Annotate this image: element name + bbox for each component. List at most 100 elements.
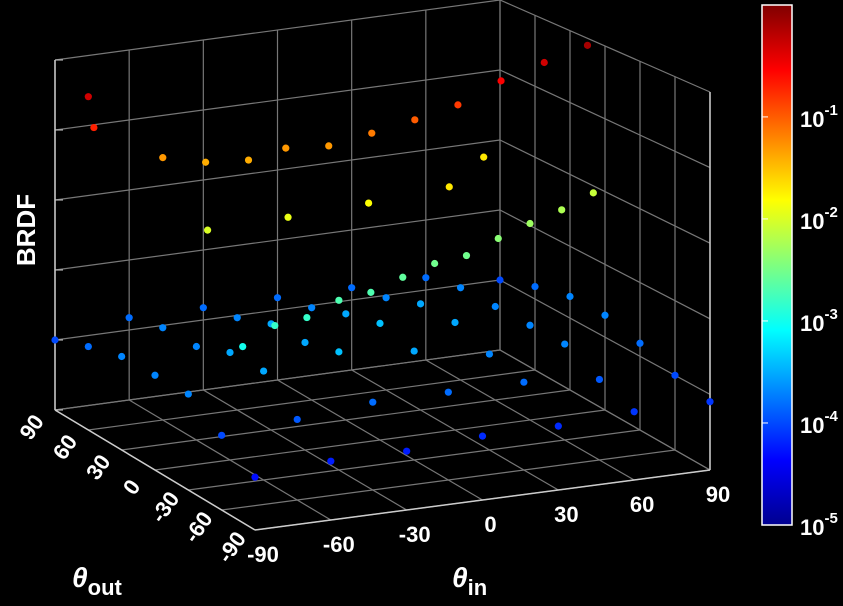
data-point: [367, 288, 375, 296]
data-point: [451, 318, 459, 327]
data-point: [531, 282, 539, 291]
data-point: [335, 296, 343, 304]
back-wall-grid-line: [54, 349, 501, 411]
x-tick-label: 30: [554, 502, 578, 527]
data-point: [422, 274, 430, 282]
data-point: [125, 314, 133, 322]
data-point: [410, 347, 418, 355]
data-point: [273, 294, 282, 302]
data-point: [554, 422, 562, 430]
data-point: [399, 273, 407, 281]
colorbar-tick-label: 10-4: [800, 408, 838, 438]
data-point: [342, 310, 350, 318]
data-point: [84, 342, 92, 351]
data-point: [601, 311, 609, 319]
data-point: [271, 321, 279, 330]
data-point: [239, 343, 247, 351]
side-wall-grid-line: [499, 139, 711, 244]
data-point: [284, 213, 292, 221]
data-point: [526, 321, 534, 329]
x-axis-label: θin: [452, 562, 487, 599]
data-point: [303, 313, 311, 322]
colorbar-tick-label: 10-2: [800, 204, 838, 234]
data-point: [184, 390, 192, 398]
data-point: [411, 116, 419, 124]
side-wall-grid-line: [499, 0, 711, 93]
data-point: [151, 371, 159, 379]
data-point: [454, 101, 462, 109]
x-tick-label: -30: [399, 522, 431, 547]
data-point: [431, 259, 439, 268]
data-point: [203, 226, 212, 234]
data-point: [301, 338, 309, 347]
floor-grid-line: [121, 389, 571, 451]
data-point: [251, 473, 259, 481]
data-point: [491, 302, 499, 311]
colorbar-tick-label: 10-1: [800, 102, 838, 132]
axis-edge: [54, 409, 256, 531]
back-wall-grid-line: [54, 139, 501, 201]
data-point: [327, 457, 335, 465]
data-point: [293, 415, 301, 424]
side-wall-grid-line: [499, 349, 711, 471]
data-point: [51, 336, 59, 344]
data-point: [233, 314, 241, 322]
back-wall-grid-line: [54, 0, 501, 61]
back-wall-grid-line: [54, 69, 501, 131]
data-point: [118, 352, 126, 361]
data-point: [260, 367, 268, 375]
data-point: [403, 447, 411, 455]
data-point: [335, 348, 343, 356]
side-wall-grid-line: [499, 69, 711, 169]
floor-grid-line: [221, 449, 676, 511]
data-point: [494, 234, 502, 243]
data-point: [485, 350, 494, 358]
data-point: [369, 398, 377, 406]
x-tick-label: 0: [484, 512, 496, 537]
data-point: [561, 340, 569, 348]
colorbar-tick-label: 10-5: [800, 510, 838, 540]
grid: [54, 0, 711, 531]
side-wall-grid-line: [499, 209, 711, 320]
data-point: [444, 388, 452, 396]
y-axis-label: θout: [72, 562, 123, 599]
data-point: [218, 431, 226, 439]
data-point: [526, 219, 534, 228]
x-tick-label: 60: [630, 492, 654, 517]
data-point: [308, 304, 316, 312]
data-point: [90, 123, 98, 132]
data-point: [520, 378, 528, 386]
data-point: [478, 432, 487, 440]
colorbar-tick-label: 10-3: [800, 306, 838, 336]
data-point: [159, 324, 167, 332]
data-point: [282, 144, 290, 152]
data-point: [558, 206, 566, 214]
data-point: [416, 300, 425, 308]
z-axis-label: BRDF: [11, 194, 41, 266]
data-point: [244, 156, 253, 164]
floor-grid-line: [88, 369, 536, 431]
data-point: [540, 58, 548, 67]
data-point: [348, 284, 356, 292]
data-point: [84, 93, 92, 101]
data-point: [192, 342, 200, 351]
data-point: [199, 304, 207, 312]
data-point: [589, 189, 597, 197]
floor-grid-line: [154, 409, 606, 471]
data-point: [497, 77, 505, 85]
data-point: [376, 319, 384, 327]
data-point: [480, 153, 488, 161]
data-point: [583, 41, 592, 49]
data-point: [325, 142, 333, 150]
data-point: [202, 158, 210, 166]
data-point: [706, 398, 714, 406]
data-point: [368, 129, 376, 137]
x-tick-label: -60: [323, 532, 355, 557]
data-point: [595, 375, 604, 384]
data-point: [382, 294, 390, 302]
data-point: [496, 276, 504, 284]
points: [51, 41, 714, 481]
x-tick-label: 90: [706, 482, 730, 507]
colorbar: [761, 4, 793, 526]
